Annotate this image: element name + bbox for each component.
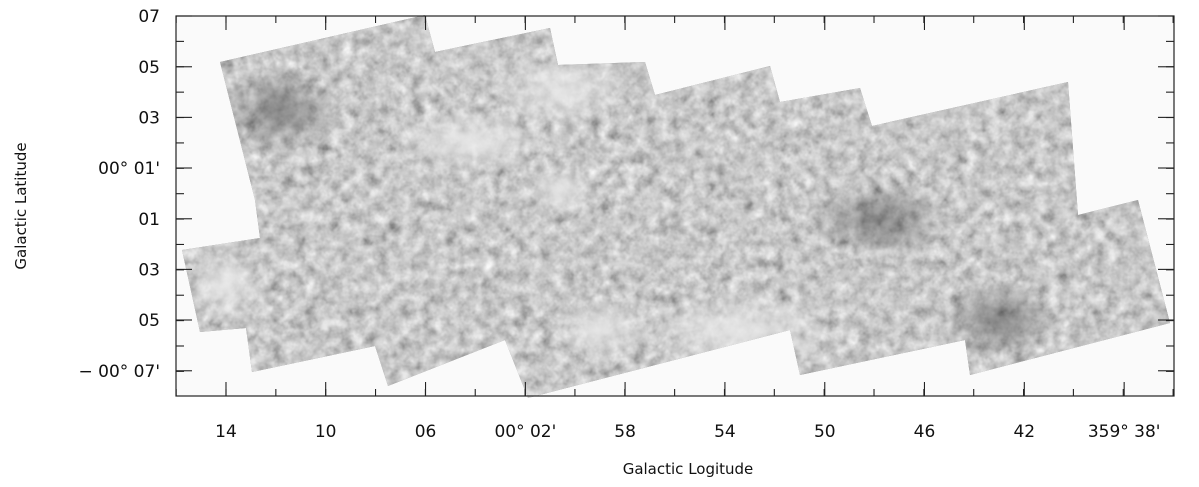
x-tick-label: 54 xyxy=(714,422,736,442)
x-axis: 14 10 06 00° 02' 58 54 50 46 42 359° 38' xyxy=(175,16,1174,442)
y-tick-label: − 00° 07' xyxy=(79,362,161,382)
x-tick-label: 359° 38' xyxy=(1088,422,1161,442)
x-tick-label: 58 xyxy=(614,422,636,442)
x-tick-label: 00° 02' xyxy=(494,422,556,442)
x-tick-label: 14 xyxy=(215,422,237,442)
x-tick-label: 46 xyxy=(914,422,936,442)
y-tick-label: 03 xyxy=(138,108,160,128)
x-tick-label: 10 xyxy=(315,422,337,442)
y-axis: 07 05 03 00° 01' 01 03 05 − 00° 07' xyxy=(79,7,1174,382)
x-axis-title: Galactic Logitude xyxy=(623,460,754,478)
x-tick-label: 42 xyxy=(1013,422,1035,442)
y-tick-label: 05 xyxy=(138,311,160,331)
y-tick-label: 00° 01' xyxy=(98,159,160,179)
x-tick-label: 50 xyxy=(814,422,836,442)
y-axis-title: Galactic Latitude xyxy=(12,142,30,269)
y-tick-label: 05 xyxy=(138,58,160,78)
y-tick-label: 01 xyxy=(138,210,160,230)
y-tick-label: 03 xyxy=(138,260,160,280)
y-tick-label: 07 xyxy=(138,7,160,27)
x-tick-label: 06 xyxy=(415,422,437,442)
